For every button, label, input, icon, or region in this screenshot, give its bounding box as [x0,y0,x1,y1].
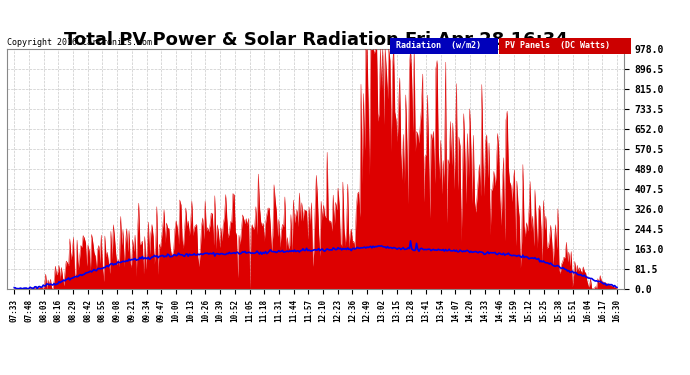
Text: Copyright 2016 Cartronics.com: Copyright 2016 Cartronics.com [7,38,152,47]
Text: PV Panels  (DC Watts): PV Panels (DC Watts) [505,41,610,50]
FancyBboxPatch shape [390,38,498,54]
Text: Radiation  (w/m2): Radiation (w/m2) [396,41,481,50]
FancyBboxPatch shape [499,38,631,54]
Title: Total PV Power & Solar Radiation Fri Apr 28 16:34: Total PV Power & Solar Radiation Fri Apr… [63,31,568,49]
